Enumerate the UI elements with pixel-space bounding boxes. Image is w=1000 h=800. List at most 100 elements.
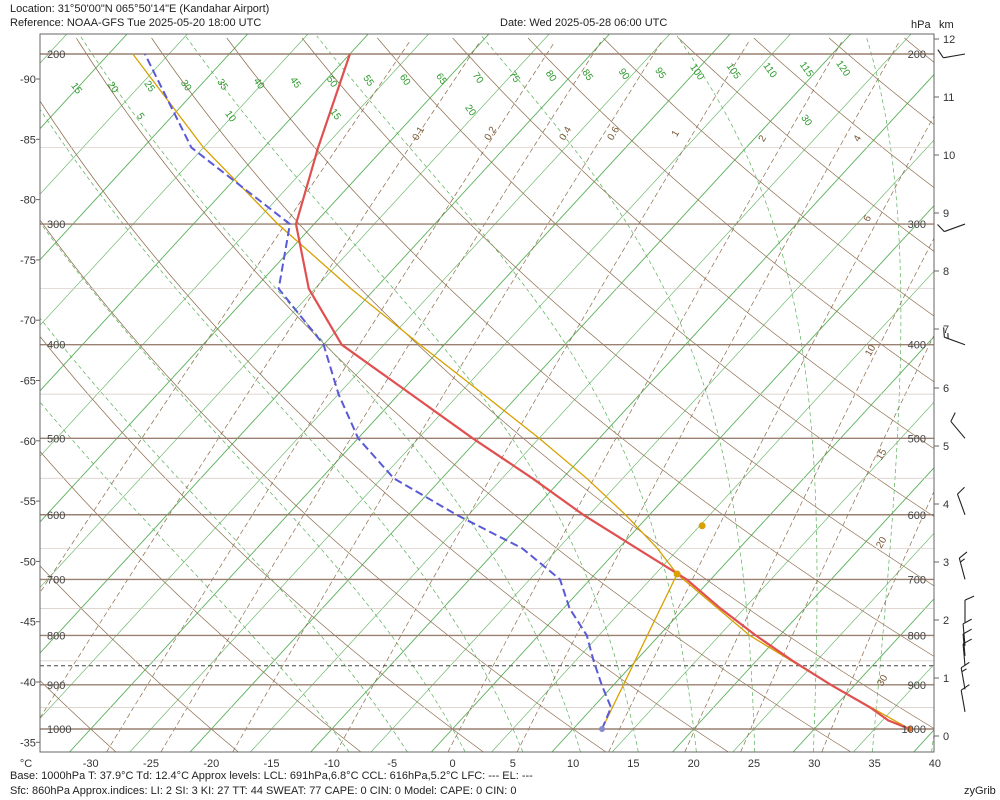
isotherm-line: [551, 336, 934, 752]
location-label: Location: 31°50'00"N 065°50'14"E (Kandah…: [10, 3, 270, 15]
km-axis-label: 7: [943, 324, 949, 336]
wind-barb-flag: [950, 412, 956, 422]
x-tick-label: -10: [324, 758, 340, 770]
dry-adiabat-line: [151, 37, 934, 729]
pressure-label-right: 200: [908, 49, 926, 61]
wind-barb-staff: [943, 53, 966, 59]
wind-barb-staff: [962, 643, 966, 666]
isotherm-label: 30: [178, 78, 194, 94]
point-lcl: [673, 570, 681, 578]
wind-barb: [937, 223, 966, 233]
wind-barb: [962, 638, 972, 666]
wind-barb: [950, 412, 966, 439]
x-tick-label: 5: [510, 758, 516, 770]
wind-barb-flag: [960, 661, 970, 669]
isotherm-label: 100: [687, 62, 706, 82]
left-axis-label: -35: [20, 737, 36, 749]
wind-barb-flag: [960, 684, 970, 691]
isotherm-line: [129, 34, 791, 752]
dry-adiabat-line: [40, 680, 117, 752]
wind-barb: [937, 49, 966, 59]
wind-barb: [962, 618, 972, 646]
moist-adiabat-line: [931, 731, 934, 752]
x-tick-label: 10: [567, 758, 579, 770]
wind-barb: [960, 684, 970, 712]
x-tick-label: 30: [808, 758, 820, 770]
pressure-label-right: 1000: [902, 724, 926, 736]
dry-adiabat-line: [301, 37, 934, 587]
isotherm-label: 90: [616, 67, 632, 83]
mixing-ratio-label: 10: [863, 343, 878, 359]
wind-barb: [958, 551, 968, 580]
isotherm-line: [40, 34, 490, 523]
km-axis-label: 8: [943, 266, 949, 278]
x-tick-label: 15: [627, 758, 639, 770]
plot-frame: [39, 33, 935, 753]
isotherm-label: 95: [652, 66, 668, 82]
parcel-temperature-line: [132, 53, 910, 730]
pressure-label-left: 1000: [47, 724, 71, 736]
mixing-ratio-label: 20: [874, 535, 889, 551]
isotherm-line: [611, 401, 934, 752]
mixing-ratio-line: [740, 334, 934, 752]
left-axis-label: -70: [20, 315, 36, 327]
dry-adiabat-line: [904, 37, 934, 63]
pressure-label-right: 900: [908, 680, 926, 692]
x-tick-label: -25: [143, 758, 159, 770]
isotherm-line: [40, 34, 188, 195]
left-axis-label: -60: [20, 436, 36, 448]
mixing-ratio-label: 0.4: [558, 125, 575, 143]
wind-barb-flag: [943, 327, 945, 338]
isotherm-line: [69, 34, 731, 752]
km-axis-label: 11: [943, 92, 954, 104]
wind-barb-flag: [958, 551, 968, 559]
wind-barb-flag: [962, 628, 972, 635]
dry-adiabat-line: [377, 37, 934, 517]
pressure-label-left: 200: [47, 49, 65, 61]
km-axis-label: 1: [943, 673, 949, 685]
dry-adiabat-line: [603, 37, 934, 317]
km-unit-label: km: [939, 19, 954, 31]
mixing-ratio-label: 4: [852, 133, 865, 144]
mixing-ratio-label: 15: [874, 447, 889, 463]
mixing-ratio-line: [40, 41, 480, 719]
isotherm-label: 35: [214, 77, 230, 93]
left-axis-label: -75: [20, 255, 36, 267]
wind-barb-half: [961, 668, 967, 673]
pressure-label-left: 700: [47, 574, 65, 586]
mixing-ratio-label: 0.2: [483, 125, 500, 143]
x-tick-label: -15: [264, 758, 280, 770]
point-ccl: [698, 522, 706, 530]
wind-barb-staff: [950, 421, 966, 439]
wind-barb-flag: [962, 638, 972, 645]
isotherm-line: [792, 598, 934, 752]
isotherm-line: [491, 270, 934, 752]
left-axis-label: -65: [20, 376, 36, 388]
isotherm-label: 80: [543, 69, 559, 85]
dry-adiabat-line: [452, 37, 934, 449]
x-tick-label: -5: [387, 758, 397, 770]
moist-adiabat-label: 30: [798, 113, 814, 129]
plot-area: [40, 34, 934, 752]
dry-adiabat-line: [40, 450, 362, 752]
wind-barb: [956, 486, 966, 515]
wind-barb: [943, 327, 966, 346]
isotherm-line: [732, 532, 934, 752]
moist-adiabat-label: 15: [327, 107, 343, 123]
wind-barb-flag: [962, 618, 972, 625]
dewpoint-profile: [144, 53, 613, 730]
isotherm-label: 75: [506, 69, 522, 85]
isotherm-label: 60: [397, 72, 413, 88]
mixing-ratio-label: 6: [862, 213, 875, 224]
mixing-ratio-line: [160, 41, 601, 752]
isotherm-label: 45: [287, 75, 303, 91]
left-axis-label: -45: [20, 617, 36, 629]
wind-barb-flag: [937, 49, 944, 59]
dry-adiabat-line: [527, 37, 934, 383]
moist-adiabat-line: [40, 108, 524, 752]
footer-line-1: Base: 1000hPa T: 37.9°C Td: 12.4°C Appro…: [10, 770, 533, 782]
mixing-ratio-line: [336, 41, 749, 752]
mixing-ratio-label: 1: [670, 128, 683, 139]
wind-barb-staff: [944, 336, 966, 346]
